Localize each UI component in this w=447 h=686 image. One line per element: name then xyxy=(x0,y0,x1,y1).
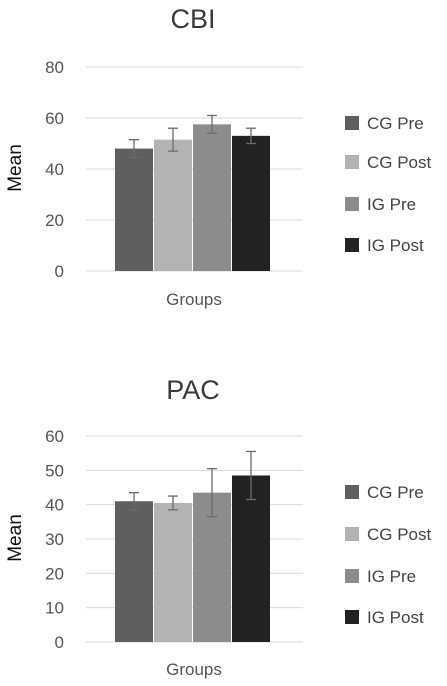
bar xyxy=(115,148,153,271)
error-bars xyxy=(129,450,256,518)
legend-swatch xyxy=(345,610,359,624)
y-tick-labels: 0 20 40 60 80 xyxy=(45,58,64,281)
y-tick-labels: 0 10 20 30 40 50 60 xyxy=(45,427,64,652)
legend-label: IG Post xyxy=(367,608,424,627)
error-bar xyxy=(246,127,256,145)
error-bar xyxy=(207,467,217,518)
error-bar xyxy=(168,127,178,152)
y-tick-label: 60 xyxy=(45,427,64,446)
chart-title: PAC xyxy=(166,375,220,405)
legend-item: CG Pre xyxy=(345,483,424,502)
error-bar xyxy=(168,495,178,511)
bar xyxy=(193,124,231,271)
y-tick-label: 30 xyxy=(45,530,64,549)
y-tick-label: 40 xyxy=(45,160,64,179)
bar xyxy=(154,502,192,642)
legend-item: CG Pre xyxy=(345,114,424,133)
error-bars xyxy=(129,114,256,159)
y-tick-label: 10 xyxy=(45,599,64,618)
error-bar xyxy=(246,450,256,501)
chart-cbi: CBI 0 20 40 60 80 Mean Groups CG Pre CG Post I… xyxy=(5,4,432,309)
y-tick-label: 20 xyxy=(45,211,64,230)
x-axis-label: Groups xyxy=(166,290,222,309)
chart-title: CBI xyxy=(170,4,215,34)
legend-label: CG Post xyxy=(367,525,432,544)
error-bar xyxy=(207,114,217,134)
legend: CG Pre CG Post IG Pre IG Post xyxy=(345,114,432,255)
legend-label: IG Post xyxy=(367,236,424,255)
y-tick-label: 0 xyxy=(55,633,64,652)
y-tick-label: 20 xyxy=(45,564,64,583)
y-tick-label: 0 xyxy=(55,262,64,281)
error-bar xyxy=(129,139,139,159)
legend-item: IG Post xyxy=(345,608,424,627)
legend-item: IG Post xyxy=(345,236,424,255)
bar xyxy=(232,135,270,271)
legend-item: CG Post xyxy=(345,153,432,172)
y-tick-label: 50 xyxy=(45,461,64,480)
legend-swatch xyxy=(345,116,359,130)
legend-swatch xyxy=(345,238,359,252)
legend-label: IG Pre xyxy=(367,195,416,214)
legend-swatch xyxy=(345,569,359,583)
y-tick-label: 40 xyxy=(45,496,64,515)
y-axis-label: Mean xyxy=(5,144,26,192)
bar xyxy=(232,475,270,642)
legend: CG Pre CG Post IG Pre IG Post xyxy=(345,483,432,627)
x-axis-label: Groups xyxy=(166,660,222,679)
bars xyxy=(115,475,270,642)
bars xyxy=(115,124,270,271)
legend-label: CG Post xyxy=(367,153,432,172)
legend-label: CG Pre xyxy=(367,114,424,133)
legend-swatch xyxy=(345,485,359,499)
y-tick-label: 80 xyxy=(45,58,64,77)
legend-item: IG Pre xyxy=(345,195,416,214)
bar xyxy=(193,492,231,642)
legend-swatch xyxy=(345,197,359,211)
legend-label: CG Pre xyxy=(367,483,424,502)
y-axis-label: Mean xyxy=(5,514,26,562)
legend-item: CG Post xyxy=(345,525,432,544)
legend-swatch xyxy=(345,155,359,169)
legend-label: IG Pre xyxy=(367,567,416,586)
legend-item: IG Pre xyxy=(345,567,416,586)
error-bar xyxy=(129,491,139,511)
bar xyxy=(154,139,192,271)
bar xyxy=(115,501,153,642)
y-tick-label: 60 xyxy=(45,109,64,128)
legend-swatch xyxy=(345,527,359,541)
